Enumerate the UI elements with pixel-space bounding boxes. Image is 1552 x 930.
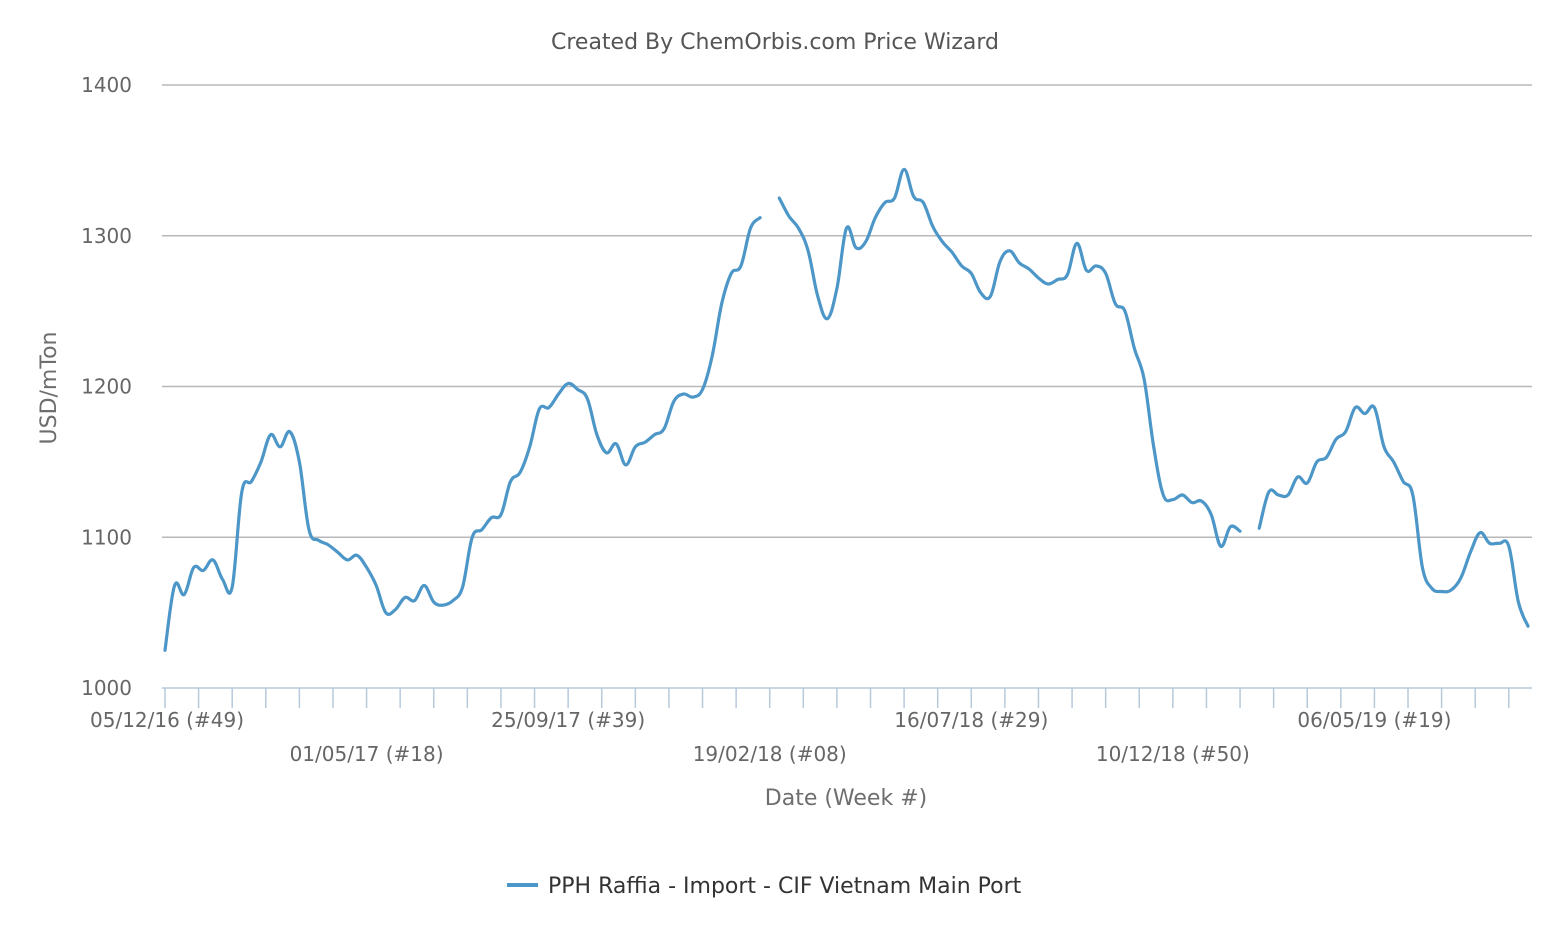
x-tick-label: 10/12/18 (#50)	[1096, 742, 1250, 766]
grid	[162, 84, 1532, 538]
chart-title: Created By ChemOrbis.com Price Wizard	[551, 30, 999, 55]
x-tick-label: 25/09/17 (#39)	[491, 708, 645, 732]
y-tick-label: 1400	[81, 73, 132, 97]
series-line[interactable]	[777, 167, 1242, 548]
series-line[interactable]	[1257, 404, 1530, 628]
x-tick-label: 19/02/18 (#08)	[693, 742, 847, 766]
y-tick-label: 1000	[81, 676, 132, 700]
y-tick-label: 1200	[81, 375, 132, 399]
legend-label: PPH Raffia - Import - CIF Vietnam Main P…	[548, 874, 1022, 899]
x-tick-label: 16/07/18 (#29)	[894, 708, 1048, 732]
series-line[interactable]	[163, 216, 762, 652]
y-tick-label: 1300	[81, 224, 132, 248]
series-layer	[163, 167, 1530, 652]
x-tick-label: 01/05/17 (#18)	[290, 742, 444, 766]
y-tick-label: 1100	[81, 525, 132, 549]
x-tick-label: 05/12/16 (#49)	[90, 708, 244, 732]
series-0	[163, 167, 1530, 652]
y-axis-title: USD/mTon	[37, 332, 62, 445]
x-axis-title: Date (Week #)	[765, 786, 927, 811]
x-axis: 05/12/16 (#49) 01/05/17 (#18) 25/09/17 (#3…	[90, 687, 1532, 766]
legend[interactable]: PPH Raffia - Import - CIF Vietnam Main P…	[507, 874, 1022, 899]
x-tick-label: 06/05/19 (#19)	[1297, 708, 1451, 732]
y-axis-ticks: 1000 1100 1200 1300 1400	[81, 73, 132, 700]
